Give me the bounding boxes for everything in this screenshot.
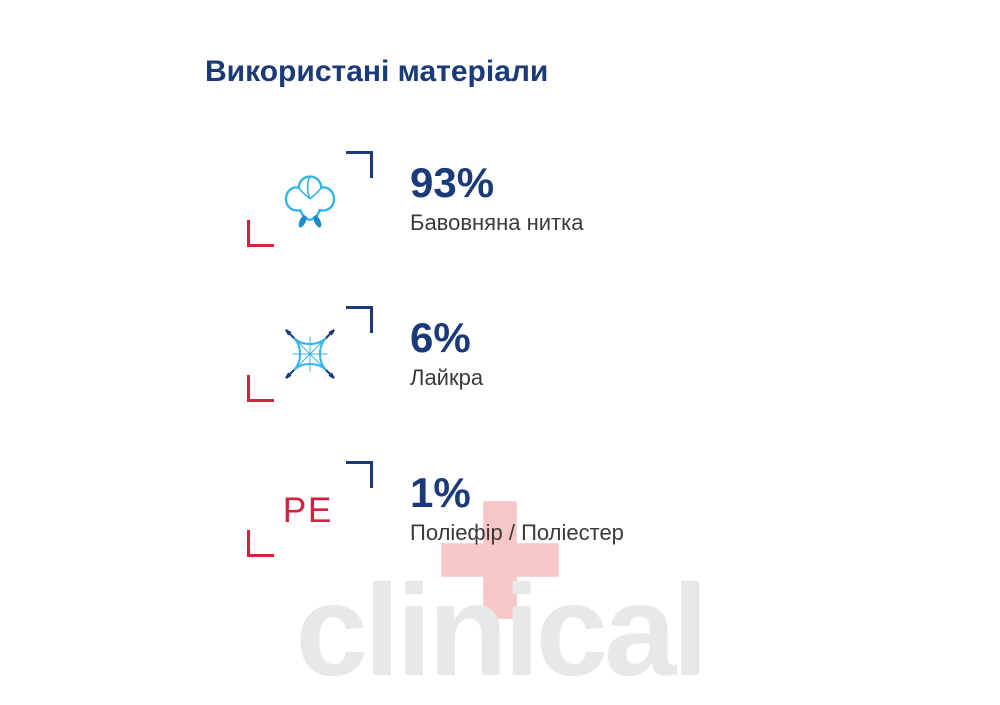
svg-text:PE: PE bbox=[283, 491, 333, 530]
material-row: 93% Бавовняна нитка bbox=[205, 149, 1000, 249]
material-percent: 1% bbox=[410, 472, 624, 514]
material-label: Поліефір / Поліестер bbox=[410, 520, 624, 546]
pe-icon: PE bbox=[245, 459, 375, 559]
material-row: 6% Лайкра bbox=[205, 304, 1000, 404]
page-title: Використані матеріали bbox=[205, 55, 1000, 89]
material-label: Лайкра bbox=[410, 365, 483, 391]
material-percent: 6% bbox=[410, 317, 483, 359]
watermark-text: clinical bbox=[296, 555, 705, 705]
material-percent: 93% bbox=[410, 162, 583, 204]
lycra-icon bbox=[245, 304, 375, 404]
material-label: Бавовняна нитка bbox=[410, 210, 583, 236]
cotton-icon bbox=[245, 149, 375, 249]
material-row: PE 1% Поліефір / Поліестер bbox=[205, 459, 1000, 559]
